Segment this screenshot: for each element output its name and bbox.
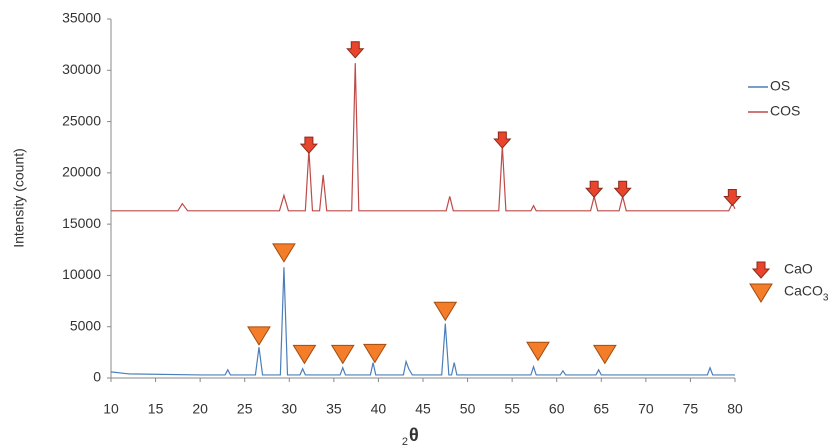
x-tick-label: 45 (415, 401, 431, 417)
legend-label: CaCO (784, 283, 823, 299)
y-tick-label: 15000 (62, 215, 101, 231)
series-line (111, 267, 735, 375)
legend-label: OS (770, 78, 790, 94)
legend-marker (750, 284, 772, 302)
y-tick-label: 25000 (62, 112, 101, 128)
y-tick-label: 5000 (70, 317, 101, 333)
x-tick-label: 65 (593, 401, 609, 417)
legend-label: COS (770, 103, 800, 119)
y-tick-label: 35000 (62, 10, 101, 26)
peak-marker (494, 132, 510, 148)
x-axis-label-sub: 2 (402, 436, 408, 448)
peak-marker (364, 344, 386, 362)
x-tick-label: 55 (504, 401, 520, 417)
chart: Intensity (count) 2 θ 0 5000 10000 15000 200… (0, 0, 837, 448)
y-tick-label: 0 (93, 369, 101, 385)
peak-marker (248, 327, 270, 345)
x-tick-label: 15 (148, 401, 164, 417)
x-tick-label: 40 (371, 401, 387, 417)
y-axis-label: Intensity (count) (11, 148, 27, 248)
peak-marker (615, 181, 631, 197)
peak-marker (301, 137, 317, 153)
x-tick-label: 75 (683, 401, 699, 417)
series-line (111, 63, 735, 211)
x-tick-label: 25 (237, 401, 253, 417)
peak-marker (586, 181, 602, 197)
x-tick-label: 30 (281, 401, 297, 417)
peak-marker (434, 302, 456, 320)
x-tick-label: 80 (727, 401, 743, 417)
peak-marker (273, 244, 295, 262)
legend-label: CaO (784, 261, 813, 277)
x-tick-label: 20 (192, 401, 208, 417)
x-tick-label: 35 (326, 401, 342, 417)
x-tick-label: 60 (549, 401, 565, 417)
x-tick-label: 50 (460, 401, 476, 417)
legend-marker (753, 262, 769, 278)
x-tick-label: 10 (103, 401, 119, 417)
x-axis-label: θ (409, 425, 419, 445)
y-tick-label: 30000 (62, 61, 101, 77)
peak-marker (594, 345, 616, 363)
x-tick-label: 70 (638, 401, 654, 417)
peak-marker (527, 342, 549, 360)
legend-label-subscript: 3 (823, 293, 829, 304)
peak-marker (724, 189, 740, 205)
y-tick-label: 20000 (62, 164, 101, 180)
peak-marker (347, 42, 363, 58)
y-tick-label: 10000 (62, 266, 101, 282)
peak-marker (332, 345, 354, 363)
peak-marker (293, 345, 315, 363)
